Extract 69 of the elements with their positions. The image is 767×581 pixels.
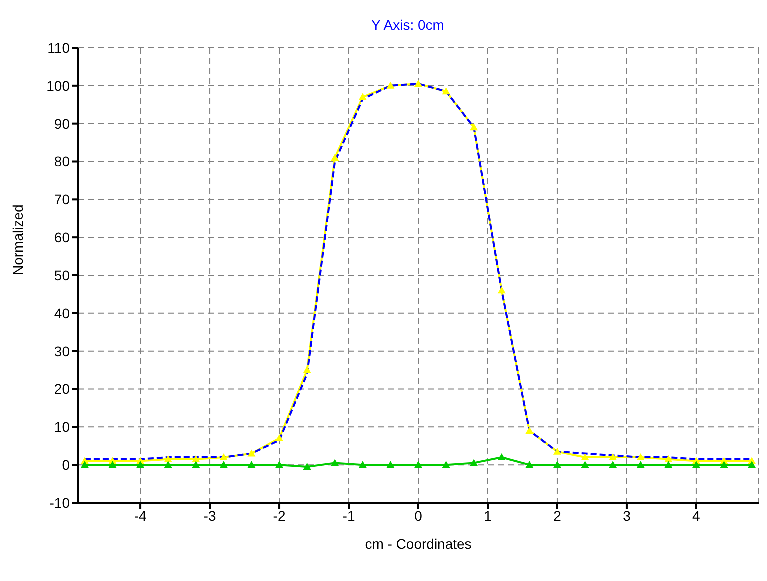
point [331, 459, 340, 466]
y-tick-label: 40 [54, 305, 70, 322]
point [386, 82, 395, 89]
y-tick-label: 70 [54, 192, 70, 208]
point [164, 461, 172, 468]
point [470, 124, 478, 131]
point [526, 461, 534, 468]
x-tick-label: 1 [484, 508, 492, 524]
point [720, 461, 728, 468]
point [108, 461, 117, 468]
point [414, 80, 422, 88]
point [414, 461, 422, 468]
point [636, 461, 645, 468]
y-tick-label: 50 [54, 267, 70, 284]
point [748, 461, 756, 468]
chart-title: Y Axis: 0cm [372, 17, 444, 33]
point [553, 461, 562, 468]
point [164, 455, 172, 462]
point [276, 434, 284, 442]
x-tick-label: -2 [273, 508, 286, 524]
x-tick-label: 3 [623, 508, 632, 524]
point [498, 286, 506, 294]
y-tick-label: 100 [46, 78, 70, 94]
point [609, 454, 618, 460]
x-tick-label: -4 [134, 508, 147, 524]
point [220, 454, 228, 460]
point [609, 461, 618, 468]
point [358, 93, 367, 100]
x-axis-title: cm - Coordinates [365, 536, 472, 552]
point [303, 366, 312, 374]
point [442, 461, 450, 468]
y-tick-label: 30 [54, 343, 70, 360]
point [220, 461, 228, 468]
point [470, 459, 478, 466]
x-tick-label: 2 [554, 508, 562, 524]
point [581, 454, 590, 460]
point [276, 461, 284, 468]
y-tick-label: 80 [54, 154, 70, 170]
x-tick-label: -1 [342, 508, 356, 524]
point [581, 461, 590, 468]
point [192, 455, 200, 462]
point [303, 462, 312, 470]
point [331, 154, 340, 161]
point [498, 454, 506, 460]
point [248, 450, 256, 457]
point [526, 426, 534, 434]
point [248, 461, 256, 468]
point [664, 455, 673, 462]
point [80, 461, 89, 468]
point [358, 461, 367, 468]
y-tick-label: -10 [50, 494, 70, 511]
y-tick-label: 60 [54, 230, 70, 246]
y-tick-label: 0 [62, 457, 70, 474]
y-tick-label: 20 [54, 381, 70, 398]
point [636, 454, 645, 460]
y-tick-label: 110 [48, 40, 70, 56]
x-tick-label: 4 [692, 508, 701, 524]
point [664, 461, 673, 468]
point [692, 461, 700, 468]
x-tick-label: -3 [204, 508, 216, 524]
y-tick-label: 10 [54, 419, 70, 436]
point [192, 461, 200, 468]
x-tick-label: 0 [414, 508, 423, 524]
point [553, 448, 562, 455]
y-axis-title: Normalized [10, 204, 26, 276]
y-tick-label: 90 [54, 116, 70, 132]
point [442, 88, 450, 95]
point [136, 461, 145, 468]
point [386, 461, 395, 468]
